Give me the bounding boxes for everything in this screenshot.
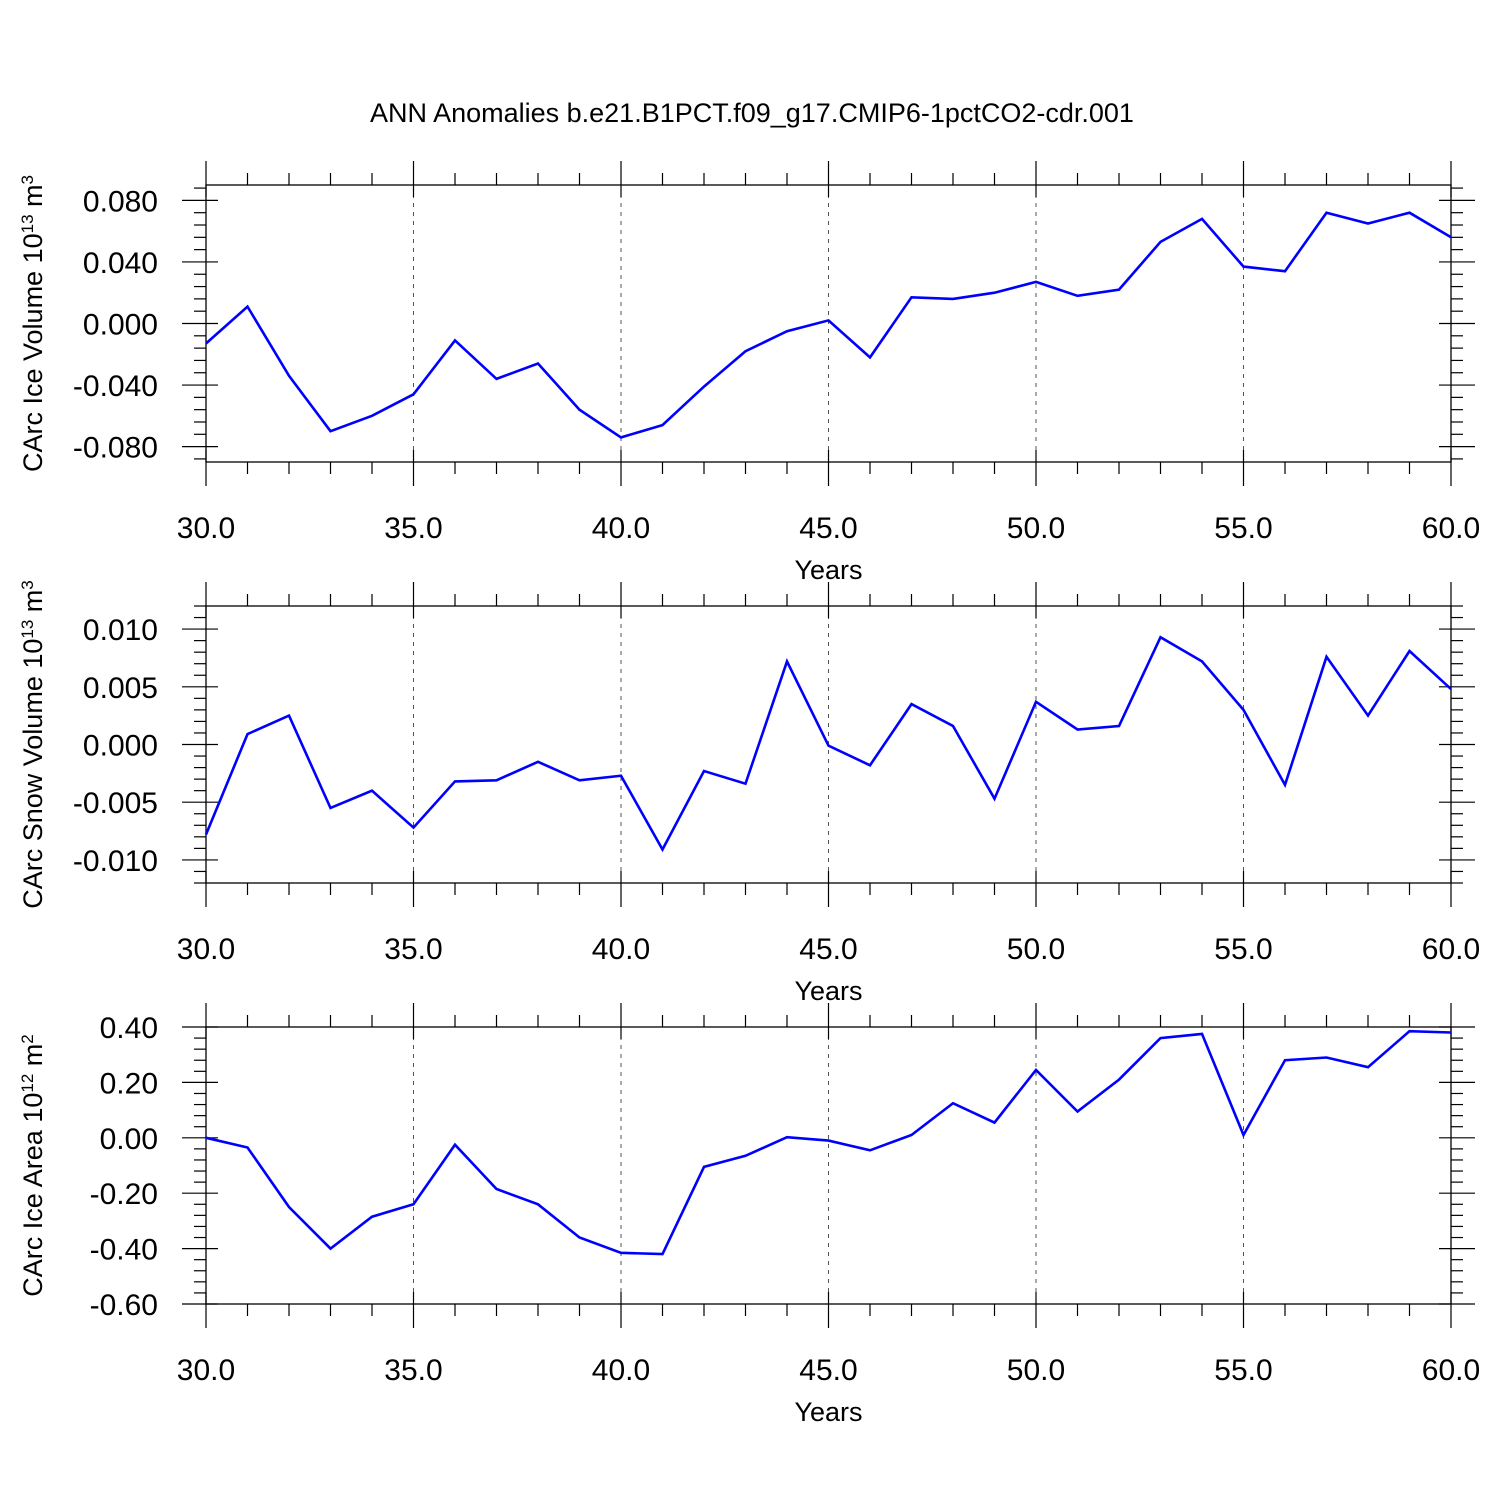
panel-1: 30.0 35.0 40.0 45.0 50.0 55.0 60.0 -0.080 -0.040… [18, 161, 1480, 585]
y-tick-label: 0.080 [83, 185, 158, 218]
x-tick-label: 40.0 [592, 933, 650, 966]
x-tick-label: 30.0 [177, 933, 235, 966]
x-tick-label: 40.0 [592, 512, 650, 545]
y-tick-label: -0.40 [90, 1234, 158, 1267]
y-axis-label: CArc Ice Area 1012 m2 [18, 1034, 49, 1297]
x-axis-label: Years [794, 1397, 862, 1427]
y-tick-label: -0.20 [90, 1178, 158, 1211]
panel-3: 30.0 35.0 40.0 45.0 50.0 55.0 60.0 -0.60 -0.40 -0… [18, 1003, 1480, 1427]
panel-2: 30.0 35.0 40.0 45.0 50.0 55.0 60.0 -0.010 -0.005… [18, 580, 1481, 1006]
x-tick-label: 55.0 [1214, 1354, 1272, 1387]
x-tick-label: 40.0 [592, 1354, 650, 1387]
y-tick-label: 0.000 [83, 309, 158, 342]
x-tick-label: 50.0 [1007, 512, 1065, 545]
y-tick-label: 0.20 [100, 1067, 158, 1100]
x-tick-label: 45.0 [799, 512, 857, 545]
x-axis-label: Years [794, 976, 862, 1006]
x-axis-label: Years [794, 555, 862, 585]
y-tick-label: 0.005 [83, 672, 158, 705]
y-tick-label: 0.010 [83, 614, 158, 647]
y-tick-label: -0.005 [73, 787, 158, 820]
x-tick-label: 60.0 [1422, 933, 1480, 966]
x-tick-label: 30.0 [177, 512, 235, 545]
y-tick-label: 0.00 [100, 1123, 158, 1156]
x-tick-label: 55.0 [1214, 512, 1272, 545]
chart-title: ANN Anomalies b.e21.B1PCT.f09_g17.CMIP6-… [370, 98, 1134, 128]
y-axis-label: CArc Ice Volume 1013 m3 [18, 175, 49, 472]
x-tick-label: 55.0 [1214, 933, 1272, 966]
y-tick-label: 0.000 [83, 730, 158, 763]
x-tick-label: 35.0 [384, 512, 442, 545]
x-tick-label: 30.0 [177, 1354, 235, 1387]
y-tick-label: -0.080 [73, 432, 158, 465]
y-tick-label: -0.040 [73, 370, 158, 403]
x-tick-label: 60.0 [1422, 1354, 1480, 1387]
y-axis-label: CArc Snow Volume 1013 m3 [18, 580, 49, 909]
x-tick-label: 35.0 [384, 1354, 442, 1387]
y-tick-label: 0.40 [100, 1012, 158, 1045]
y-tick-label: -0.60 [90, 1289, 158, 1322]
panels: 30.0 35.0 40.0 45.0 50.0 55.0 60.0 -0.080 -0.040… [18, 161, 1481, 1427]
x-tick-label: 60.0 [1422, 512, 1480, 545]
y-tick-label: -0.010 [73, 845, 158, 878]
x-tick-label: 35.0 [384, 933, 442, 966]
x-tick-label: 50.0 [1007, 933, 1065, 966]
y-tick-label: 0.040 [83, 247, 158, 280]
x-tick-label: 45.0 [799, 1354, 857, 1387]
x-tick-label: 50.0 [1007, 1354, 1065, 1387]
x-tick-label: 45.0 [799, 933, 857, 966]
